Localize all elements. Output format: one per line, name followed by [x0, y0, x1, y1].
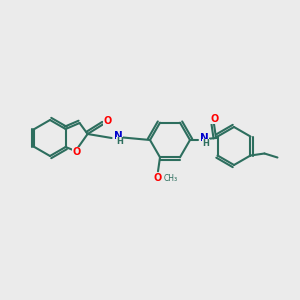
Text: O: O	[103, 116, 112, 126]
Text: O: O	[211, 114, 219, 124]
Text: H: H	[116, 137, 123, 146]
Text: CH₃: CH₃	[164, 174, 178, 183]
Text: H: H	[202, 140, 209, 148]
Text: O: O	[73, 147, 81, 157]
Text: N: N	[114, 131, 122, 141]
Text: N: N	[200, 133, 209, 143]
Text: O: O	[154, 173, 162, 183]
